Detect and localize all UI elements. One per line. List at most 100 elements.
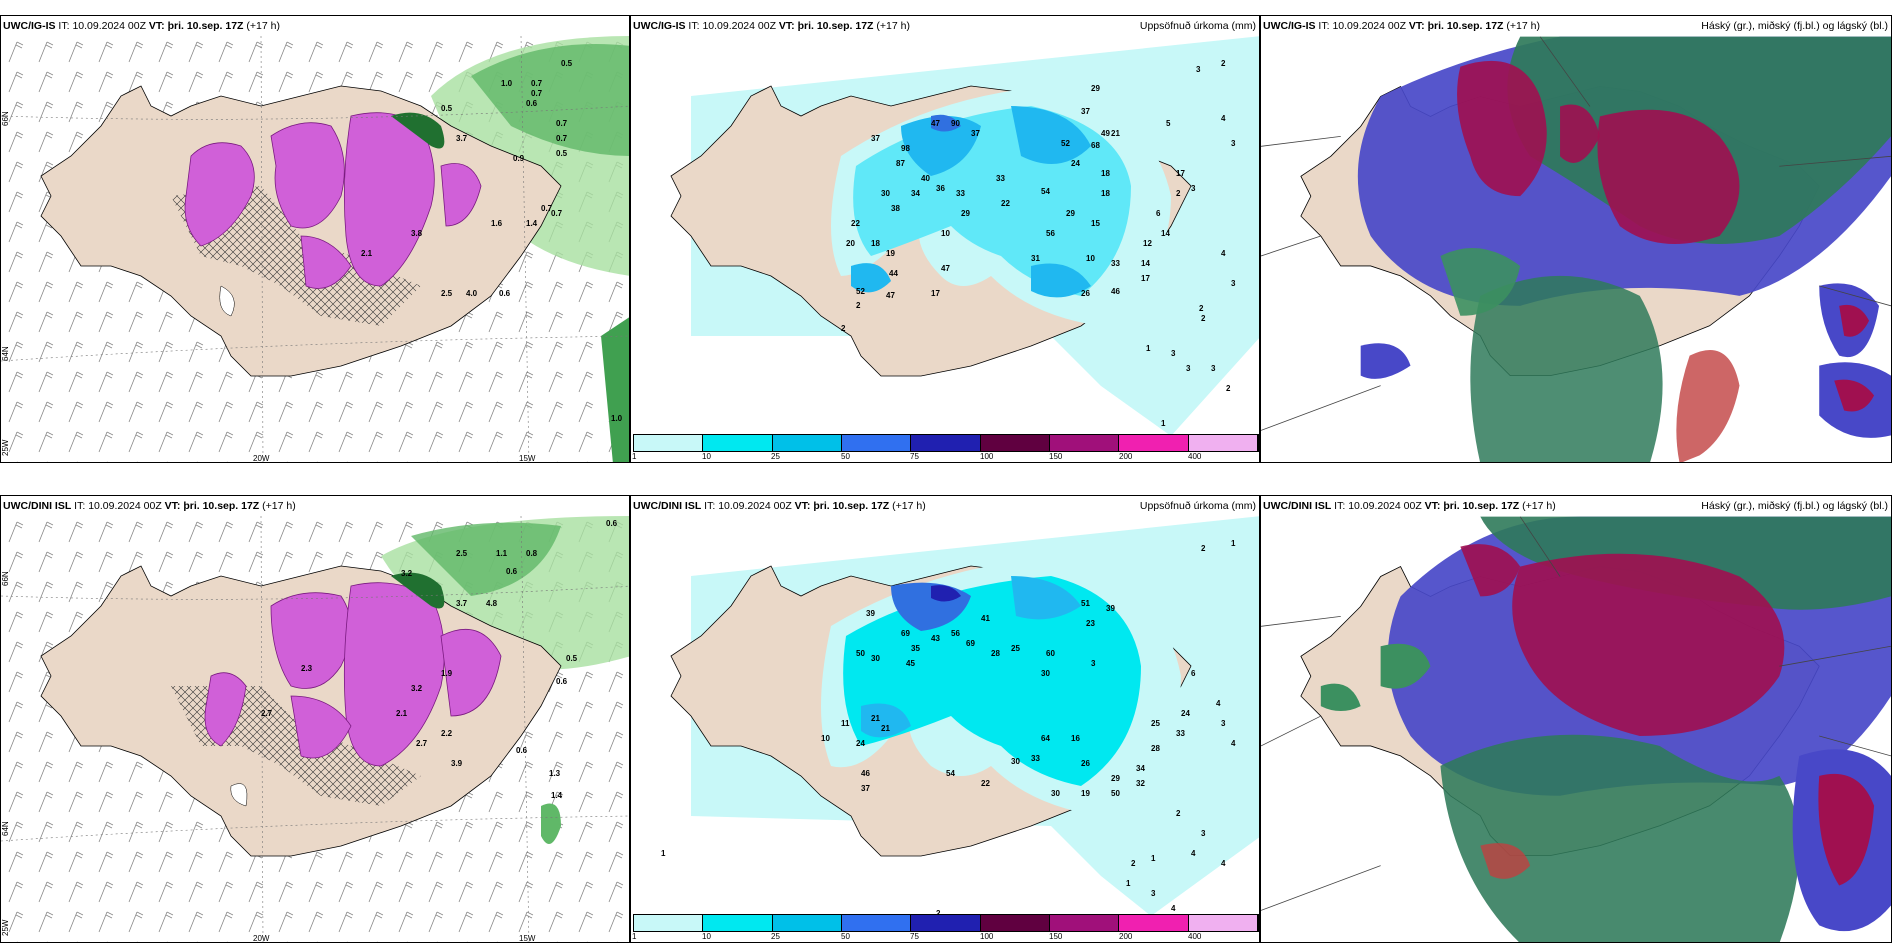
svg-text:18: 18 — [871, 239, 880, 248]
panel-dini-clouds: UWC/DINI ISL IT: 10.09.2024 00Z VT: þri.… — [1260, 495, 1892, 943]
svg-text:69: 69 — [901, 629, 910, 638]
svg-text:2: 2 — [1131, 859, 1136, 868]
svg-text:1.4: 1.4 — [551, 791, 563, 800]
svg-text:3.9: 3.9 — [451, 759, 463, 768]
svg-text:56: 56 — [951, 629, 960, 638]
svg-text:2.7: 2.7 — [416, 739, 428, 748]
svg-text:4: 4 — [1216, 699, 1221, 708]
svg-text:2.1: 2.1 — [361, 249, 373, 258]
svg-text:4: 4 — [1171, 904, 1176, 913]
svg-text:98: 98 — [901, 144, 910, 153]
svg-text:14: 14 — [1161, 229, 1170, 238]
svg-text:22: 22 — [981, 779, 990, 788]
accum-value: 37 — [871, 134, 880, 143]
svg-text:22: 22 — [1001, 199, 1010, 208]
svg-text:1.3: 1.3 — [549, 769, 561, 778]
svg-text:51: 51 — [1081, 599, 1090, 608]
svg-text:34: 34 — [1136, 764, 1145, 773]
svg-text:30: 30 — [1011, 757, 1020, 766]
colorbar-swatch — [1188, 435, 1258, 451]
svg-text:2: 2 — [1199, 304, 1204, 313]
svg-text:50: 50 — [856, 649, 865, 658]
svg-text:68: 68 — [1091, 141, 1100, 150]
svg-text:3: 3 — [1186, 364, 1191, 373]
svg-text:50: 50 — [1111, 789, 1120, 798]
svg-text:54: 54 — [946, 769, 955, 778]
svg-text:0.5: 0.5 — [556, 149, 568, 158]
svg-text:2.2: 2.2 — [441, 729, 453, 738]
svg-text:3: 3 — [1091, 659, 1096, 668]
lon-label: 20W — [253, 454, 270, 463]
svg-text:1.0: 1.0 — [501, 79, 513, 88]
svg-text:3.2: 3.2 — [401, 569, 413, 578]
svg-text:4: 4 — [1221, 249, 1226, 258]
svg-text:26: 26 — [1081, 759, 1090, 768]
svg-text:12: 12 — [1143, 239, 1152, 248]
panel-title: UWC/DINI ISL IT: 10.09.2024 00Z VT: þri.… — [633, 500, 926, 512]
svg-text:0.5: 0.5 — [566, 654, 578, 663]
svg-text:3: 3 — [1196, 65, 1201, 74]
svg-text:16: 16 — [1071, 734, 1080, 743]
svg-text:17: 17 — [1141, 274, 1150, 283]
svg-text:1.1: 1.1 — [496, 549, 508, 558]
svg-text:1.0: 1.0 — [611, 414, 623, 423]
svg-text:3: 3 — [1211, 364, 1216, 373]
svg-text:6: 6 — [1156, 209, 1161, 218]
svg-text:3: 3 — [1191, 184, 1196, 193]
svg-text:2: 2 — [841, 324, 846, 333]
svg-text:36: 36 — [936, 184, 945, 193]
svg-text:29: 29 — [1066, 209, 1075, 218]
svg-text:1: 1 — [1161, 419, 1166, 428]
colorbar-labels: 1 10 25 50 75 100 150 200 400 — [632, 452, 1202, 461]
panel-title: UWC/IG-IS IT: 10.09.2024 00Z VT: þri. 10… — [3, 20, 280, 32]
svg-text:1.4: 1.4 — [526, 219, 538, 228]
colorbar-swatch — [911, 435, 981, 451]
svg-text:43: 43 — [931, 634, 940, 643]
svg-text:11: 11 — [841, 719, 850, 728]
panel-title: UWC/IG-IS IT: 10.09.2024 00Z VT: þri. 10… — [1263, 20, 1540, 32]
colorbar-swatch — [1049, 915, 1120, 931]
svg-text:28: 28 — [1151, 744, 1160, 753]
svg-text:2: 2 — [1176, 189, 1181, 198]
svg-text:18: 18 — [1101, 189, 1110, 198]
svg-text:29: 29 — [1111, 774, 1120, 783]
svg-text:17: 17 — [1176, 169, 1185, 178]
svg-text:1: 1 — [1231, 539, 1236, 548]
svg-text:56: 56 — [1046, 229, 1055, 238]
svg-text:0.7: 0.7 — [531, 79, 543, 88]
svg-text:2: 2 — [1226, 384, 1231, 393]
svg-text:87: 87 — [896, 159, 905, 168]
colorbar-swatch — [634, 915, 704, 931]
svg-text:47: 47 — [931, 119, 940, 128]
svg-text:2.3: 2.3 — [301, 664, 313, 673]
svg-text:33: 33 — [956, 189, 965, 198]
svg-text:2.5: 2.5 — [456, 549, 468, 558]
svg-text:46: 46 — [861, 769, 870, 778]
svg-text:21: 21 — [881, 724, 890, 733]
field-title: Uppsöfnuð úrkoma (mm) — [1139, 500, 1256, 512]
colorbar-swatch — [1049, 435, 1120, 451]
svg-text:0.6: 0.6 — [506, 567, 518, 576]
svg-text:2: 2 — [936, 909, 941, 918]
svg-text:0.7: 0.7 — [531, 89, 543, 98]
svg-text:0.7: 0.7 — [551, 209, 563, 218]
svg-text:4: 4 — [1231, 739, 1236, 748]
svg-text:0.6: 0.6 — [556, 677, 568, 686]
svg-text:54: 54 — [1041, 187, 1050, 196]
accum-precip-map: 37 98 47 90 37 87 40 34 30 38 22 20 18 1… — [631, 36, 1259, 462]
colorbar-labels: 1 10 25 50 75 100 150 200 400 — [632, 932, 1202, 941]
svg-text:0.7: 0.7 — [541, 204, 553, 213]
svg-text:3: 3 — [1231, 139, 1236, 148]
svg-text:19: 19 — [886, 249, 895, 258]
svg-text:18: 18 — [1101, 169, 1110, 178]
field-title: Háský (gr.), miðský (fj.bl.) og lágský (… — [1701, 500, 1888, 512]
panel-dini-wind: UWC/DINI ISL IT: 10.09.2024 00Z VT: þri.… — [0, 495, 630, 943]
svg-text:45: 45 — [906, 659, 915, 668]
svg-text:4.8: 4.8 — [486, 599, 498, 608]
svg-text:37: 37 — [971, 129, 980, 138]
svg-text:30: 30 — [1051, 789, 1060, 798]
colorbar-swatch — [911, 915, 981, 931]
svg-text:15: 15 — [1091, 219, 1100, 228]
panel-title: UWC/DINI ISL IT: 10.09.2024 00Z VT: þri.… — [3, 500, 296, 512]
svg-text:1.6: 1.6 — [491, 219, 503, 228]
